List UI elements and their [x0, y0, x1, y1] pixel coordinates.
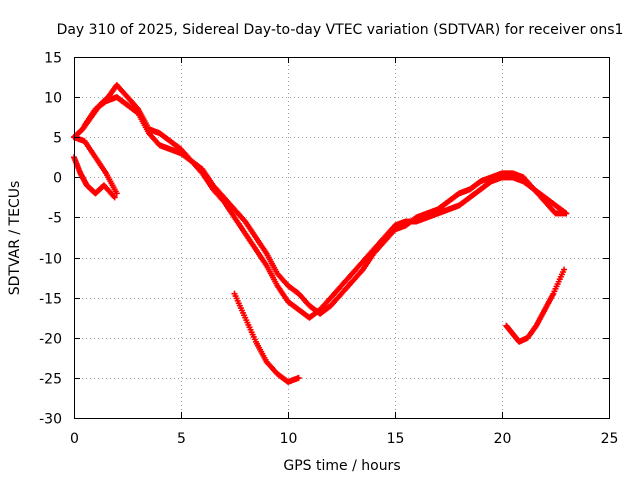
- x-tick-labels: 0 5 10 15 20 25: [70, 431, 618, 447]
- data-points: [71, 82, 570, 385]
- x-tick-label: 10: [280, 431, 298, 447]
- y-tick-label: -30: [39, 412, 62, 428]
- y-axis-label: SDTVAR / TECUs: [7, 181, 23, 296]
- data-point: [111, 194, 118, 201]
- y-tick-label: -25: [39, 372, 62, 388]
- series-track-e-deep-dip: [231, 290, 302, 385]
- x-tick-label: 15: [387, 431, 405, 447]
- y-tick-label: 5: [53, 131, 62, 147]
- axis-ticks: [74, 57, 610, 419]
- x-axis-label: GPS time / hours: [283, 458, 400, 474]
- series-track-f-late-rise: [503, 266, 568, 345]
- data-point: [113, 190, 120, 197]
- series-track-b-early-descent: [71, 134, 120, 197]
- plot-frame: [74, 57, 610, 419]
- grid-lines: [74, 57, 609, 418]
- data-point: [295, 374, 302, 381]
- x-tick-label: 5: [177, 431, 186, 447]
- series-track-a-early-descent: [71, 154, 118, 201]
- data-point: [562, 209, 569, 216]
- x-tick-label: 0: [70, 431, 79, 447]
- y-tick-label: 15: [44, 51, 62, 67]
- data-point: [561, 266, 568, 273]
- chart-title: Day 310 of 2025, Sidereal Day-to-day VTE…: [57, 22, 624, 38]
- x-tick-label: 25: [601, 431, 619, 447]
- data-point: [563, 210, 570, 217]
- y-tick-label: -15: [39, 292, 62, 308]
- y-tick-label: -10: [39, 252, 62, 268]
- series-track-d-main-arc: [81, 94, 570, 321]
- y-tick-label: 0: [53, 171, 62, 187]
- y-tick-labels: 15 10 5 0 -5 -10 -15 -20 -25 -30: [39, 51, 62, 428]
- y-tick-label: -20: [39, 332, 62, 348]
- y-tick-label: -5: [48, 211, 62, 227]
- y-tick-label: 10: [44, 91, 62, 107]
- x-tick-label: 20: [494, 431, 512, 447]
